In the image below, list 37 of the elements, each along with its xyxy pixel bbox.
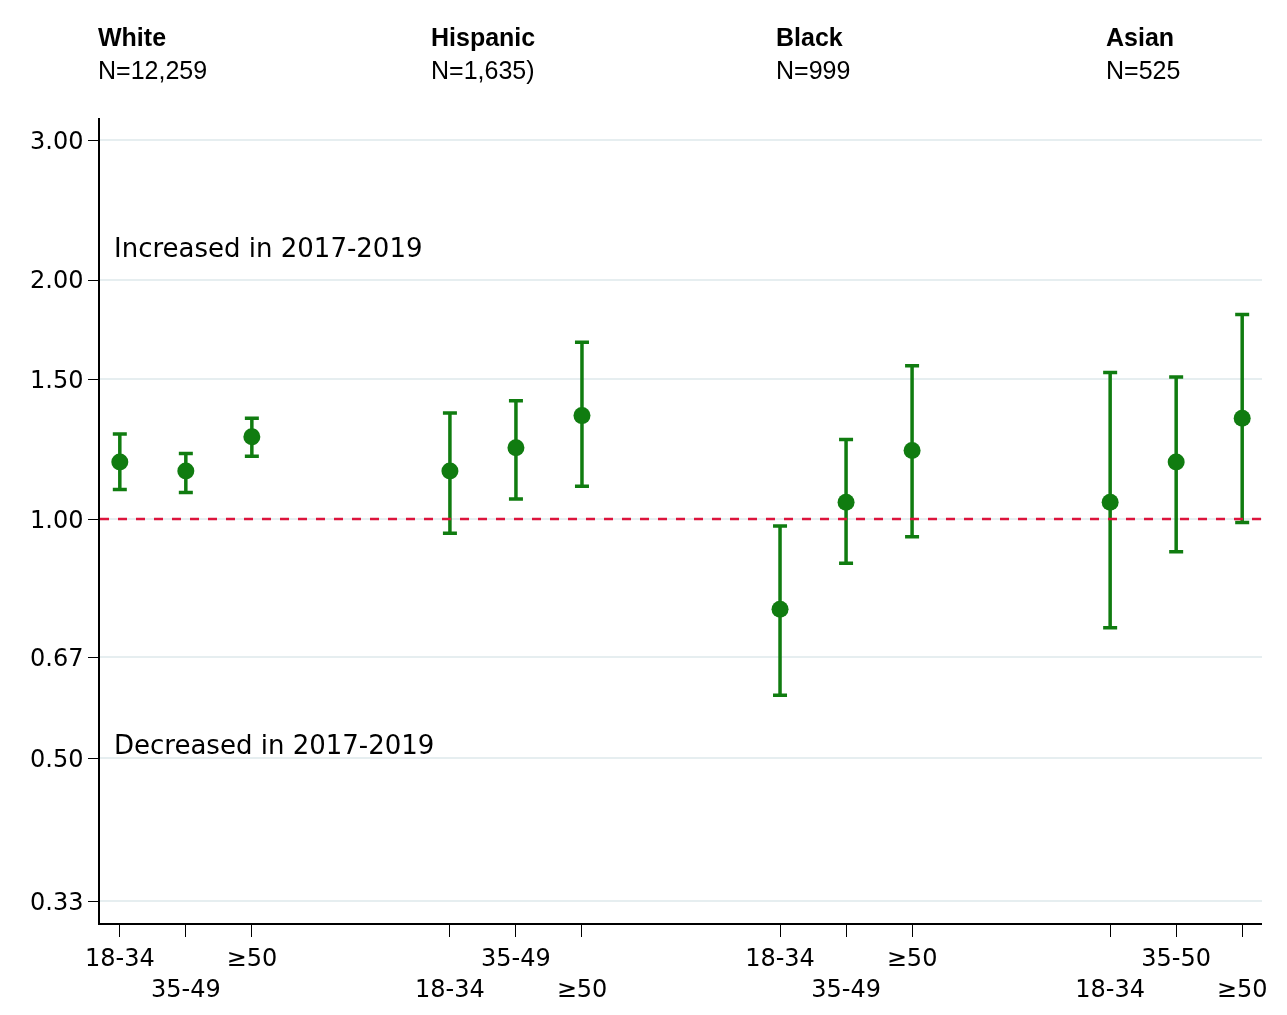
x-tick-label: ≥50: [886, 943, 938, 972]
point: [837, 493, 855, 511]
y-tick-label: 2.00: [30, 266, 84, 295]
x-tick-label: 35-49: [481, 943, 551, 972]
x-tick-label: ≥50: [1216, 974, 1268, 1003]
point: [1233, 409, 1251, 427]
point: [903, 442, 921, 460]
y-tick-label: 1.50: [30, 365, 84, 394]
text: White N=12,259: [98, 23, 208, 84]
annotation: Decreased in 2017-2019: [114, 730, 435, 760]
x-tick-label: ≥50: [226, 943, 278, 972]
x-tick-label: 18-34: [84, 943, 155, 972]
point: [1101, 493, 1119, 511]
point: [441, 462, 459, 480]
x-tick-label: 18-34: [745, 943, 815, 972]
point: [111, 453, 129, 471]
point: [507, 439, 525, 457]
x-tick-label: ≥50: [556, 974, 608, 1003]
y-tick-label: 0.33: [30, 887, 84, 916]
y-tick-label: 0.50: [30, 744, 84, 773]
y-tick-label: 1.00: [30, 505, 84, 534]
y-tick-label: 3.00: [30, 126, 84, 155]
annotation: Increased in 2017-2019: [114, 233, 423, 263]
x-tick-label: 35-49: [150, 974, 221, 1003]
text: Hispanic N=1,635): [431, 23, 536, 84]
point: [177, 462, 195, 480]
text: Asian N=525: [1106, 23, 1181, 84]
point: [1167, 453, 1185, 471]
x-tick-label: 35-49: [811, 974, 881, 1003]
point: [771, 600, 789, 618]
x-tick-label: 35-50: [1141, 943, 1212, 972]
point: [243, 428, 261, 446]
x-tick-label: 18-34: [415, 974, 485, 1003]
text: Black N=999: [776, 23, 851, 84]
point: [573, 407, 591, 425]
x-tick-label: 18-34: [1075, 974, 1146, 1003]
y-tick-label: 0.67: [30, 643, 84, 672]
